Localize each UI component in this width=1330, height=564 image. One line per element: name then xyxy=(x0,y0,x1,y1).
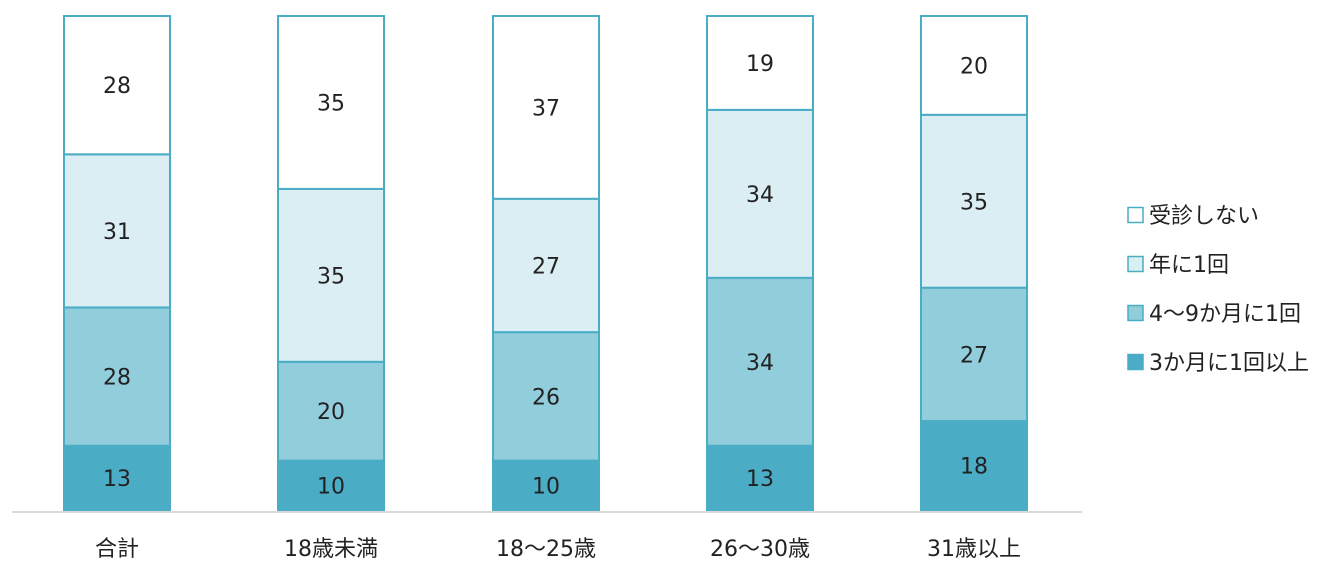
bar-segment xyxy=(492,15,600,200)
data-label: 10 xyxy=(532,474,560,499)
bar-segment xyxy=(63,444,171,511)
x-tick-label: 31歳以上 xyxy=(927,537,1021,562)
legend-label: 受診しない xyxy=(1149,204,1259,229)
data-label: 20 xyxy=(317,400,345,425)
bar-segment xyxy=(277,459,385,512)
bar-segment xyxy=(277,15,385,190)
data-label: 19 xyxy=(746,52,774,77)
x-axis-labels: 合計 18歳未満 18〜25歳 26〜30歳 31歳以上 xyxy=(95,537,1021,562)
data-label: 31 xyxy=(103,220,131,245)
bar-segment xyxy=(63,306,171,447)
bar-segment xyxy=(920,113,1028,289)
data-label: 20 xyxy=(960,54,988,79)
legend-label: 4〜9か月に1回 xyxy=(1149,302,1301,327)
legend-swatch xyxy=(1127,304,1144,322)
x-tick-label: 合計 xyxy=(95,537,139,562)
data-label: 26 xyxy=(532,385,560,410)
legend-swatch xyxy=(1127,353,1144,371)
data-label: 10 xyxy=(317,474,345,499)
legend-label: 年に1回 xyxy=(1149,253,1229,278)
bars-group: 13 28 31 28 10 20 35 35 10 26 27 37 13 34 34 19 18 27 35 20 xyxy=(63,15,1028,512)
x-tick-label: 18〜25歳 xyxy=(496,537,596,562)
legend-swatch xyxy=(1127,255,1144,273)
bar-segment xyxy=(920,15,1028,116)
data-label: 35 xyxy=(317,264,345,289)
data-label: 27 xyxy=(532,254,560,279)
data-label: 35 xyxy=(317,91,345,116)
data-label: 37 xyxy=(532,96,560,121)
data-label: 35 xyxy=(960,190,988,215)
bar-segment xyxy=(706,108,814,279)
legend-label: 3か月に1回以上 xyxy=(1149,351,1309,376)
bar-segment xyxy=(277,360,385,462)
bar-segment xyxy=(63,15,171,156)
bar-segment xyxy=(492,331,600,462)
bar-segment xyxy=(277,187,385,363)
bar-segment xyxy=(492,459,600,512)
data-label: 28 xyxy=(103,366,131,391)
x-tick-label: 18歳未満 xyxy=(284,537,378,562)
data-label: 34 xyxy=(746,351,774,376)
data-label: 13 xyxy=(746,467,774,492)
data-label: 28 xyxy=(103,74,131,99)
bar-segment xyxy=(706,15,814,111)
legend-swatch xyxy=(1127,206,1144,224)
bar-segment xyxy=(492,197,600,334)
data-label: 27 xyxy=(960,343,988,368)
bar-segment xyxy=(920,420,1028,511)
bar-segment xyxy=(920,286,1028,423)
bar-segment xyxy=(706,444,814,511)
data-label: 13 xyxy=(103,467,131,492)
x-tick-label: 26〜30歳 xyxy=(710,537,810,562)
data-label: 34 xyxy=(746,183,774,208)
data-label: 18 xyxy=(960,455,988,480)
